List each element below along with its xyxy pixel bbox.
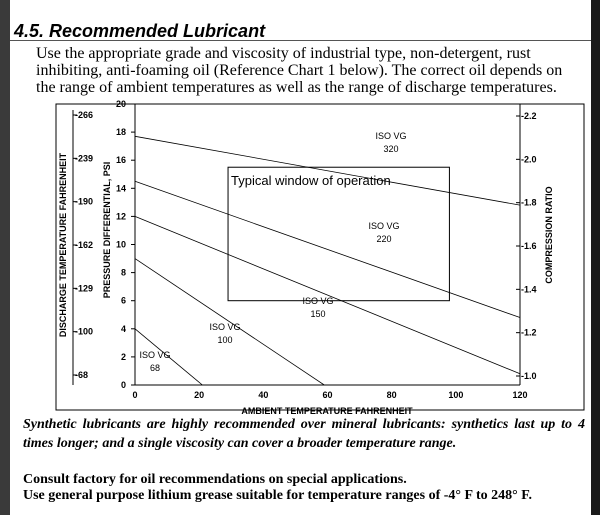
discharge-temp-tick-label: -100 xyxy=(75,327,93,337)
series-line xyxy=(134,258,325,386)
y-tick-label: 4 xyxy=(121,324,126,334)
discharge-temp-tick-label: -162 xyxy=(75,240,93,250)
x-tick-label: 0 xyxy=(132,390,137,400)
intro-paragraph: Use the appropriate grade and viscosity … xyxy=(36,45,563,96)
series-label: 100 xyxy=(217,335,232,345)
series-line xyxy=(134,135,521,206)
y-tick-label: 8 xyxy=(121,268,126,278)
series-label: 320 xyxy=(383,144,398,154)
y-tick-label: 16 xyxy=(116,155,126,165)
left-window-edge xyxy=(0,0,10,515)
y-tick-label: 12 xyxy=(116,211,126,221)
x-tick-label: 120 xyxy=(512,390,527,400)
x-tick-label: 20 xyxy=(194,390,204,400)
series-label: 68 xyxy=(150,363,160,373)
series-label: ISO VG xyxy=(368,221,399,231)
series-label: ISO VG xyxy=(139,350,170,360)
compression-ratio-tick-label: -1.6 xyxy=(521,241,537,251)
y-tick-label: 10 xyxy=(116,240,126,250)
series-label: 220 xyxy=(376,234,391,244)
series-line xyxy=(134,328,203,386)
operating-window-label: Typical window of operation xyxy=(231,173,391,188)
y-tick-label: 2 xyxy=(121,352,126,362)
compression-ratio-tick-label: -2.0 xyxy=(521,154,537,164)
compression-ratio-tick-label: -1.8 xyxy=(521,198,537,208)
discharge-temp-axis-label: DISCHARGE TEMPERATURE FAHRENHEIT xyxy=(58,152,68,337)
discharge-temp-tick-label: -239 xyxy=(75,153,93,163)
series-label: ISO VG xyxy=(209,322,240,332)
series-line xyxy=(134,216,521,375)
y-tick-label: 20 xyxy=(116,99,126,109)
compression-ratio-tick-label: -1.0 xyxy=(521,371,537,381)
x-tick-label: 100 xyxy=(448,390,463,400)
x-tick-label: 80 xyxy=(387,390,397,400)
discharge-temp-tick-label: -266 xyxy=(75,110,93,120)
x-tick-label: 40 xyxy=(258,390,268,400)
document-page xyxy=(10,0,591,515)
compression-ratio-tick-label: -1.4 xyxy=(521,284,537,294)
y-tick-label: 6 xyxy=(121,296,126,306)
discharge-temp-tick-label: -68 xyxy=(75,370,88,380)
discharge-temp-tick-label: -190 xyxy=(75,197,93,207)
y-tick-label: 18 xyxy=(116,127,126,137)
synthetic-note: Synthetic lubricants are highly recommen… xyxy=(23,417,585,451)
section-title: 4.5. Recommended Lubricant xyxy=(14,21,266,41)
x-tick-label: 60 xyxy=(322,390,332,400)
discharge-temp-tick-label: -129 xyxy=(75,283,93,293)
chart-frame xyxy=(55,103,585,411)
compression-ratio-axis-label: COMPRESSION RATIO xyxy=(544,186,554,283)
series-label: ISO VG xyxy=(375,131,406,141)
x-axis-label: AMBIENT TEMPERATURE FAHRENHEIT xyxy=(241,406,413,416)
y-tick-label: 0 xyxy=(121,380,126,390)
consult-note: Consult factory for oil recommendations … xyxy=(23,472,407,487)
right-window-edge xyxy=(591,0,600,515)
y-tick-label: 14 xyxy=(116,183,126,193)
series-line xyxy=(134,180,521,318)
compression-ratio-tick-label: -1.2 xyxy=(521,328,537,338)
grease-note: Use general purpose lithium grease suita… xyxy=(23,488,533,503)
title-divider xyxy=(10,40,591,41)
y-axis-label: PRESSURE DIFFERENTIAL, PSI xyxy=(102,162,112,299)
compression-ratio-tick-label: -2.2 xyxy=(521,111,537,121)
series-label: 150 xyxy=(310,309,325,319)
operating-window xyxy=(227,166,450,302)
